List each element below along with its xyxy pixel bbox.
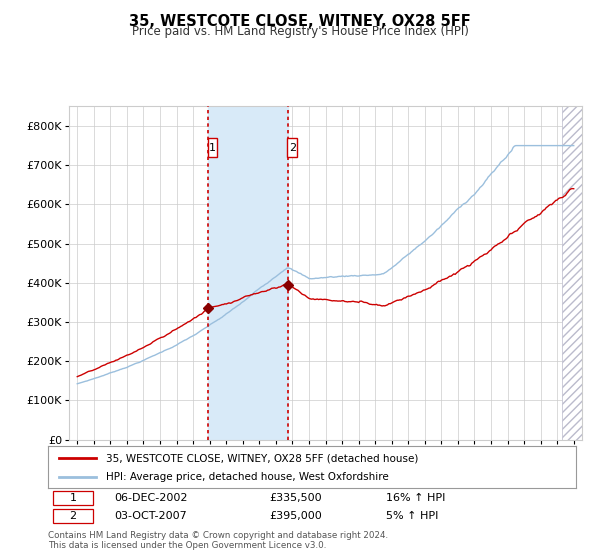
Text: £335,500: £335,500 [270,493,322,503]
Text: 35, WESTCOTE CLOSE, WITNEY, OX28 5FF: 35, WESTCOTE CLOSE, WITNEY, OX28 5FF [129,14,471,29]
Text: 2: 2 [70,511,77,521]
Text: HPI: Average price, detached house, West Oxfordshire: HPI: Average price, detached house, West… [106,472,389,482]
Text: 1: 1 [209,143,216,152]
Bar [208,106,288,440]
Text: 1: 1 [70,493,77,503]
Text: £395,000: £395,000 [270,511,323,521]
FancyBboxPatch shape [208,138,217,157]
FancyBboxPatch shape [53,509,93,524]
Text: 03-OCT-2007: 03-OCT-2007 [114,511,187,521]
FancyBboxPatch shape [53,491,93,505]
Text: 5% ↑ HPI: 5% ↑ HPI [386,511,438,521]
Text: Price paid vs. HM Land Registry's House Price Index (HPI): Price paid vs. HM Land Registry's House … [131,25,469,38]
Text: 16% ↑ HPI: 16% ↑ HPI [386,493,445,503]
Bar [562,106,582,440]
Text: 35, WESTCOTE CLOSE, WITNEY, OX28 5FF (detached house): 35, WESTCOTE CLOSE, WITNEY, OX28 5FF (de… [106,453,418,463]
Text: 2: 2 [289,143,296,152]
Text: 06-DEC-2002: 06-DEC-2002 [114,493,187,503]
Text: Contains HM Land Registry data © Crown copyright and database right 2024.
This d: Contains HM Land Registry data © Crown c… [48,531,388,550]
FancyBboxPatch shape [287,138,298,157]
